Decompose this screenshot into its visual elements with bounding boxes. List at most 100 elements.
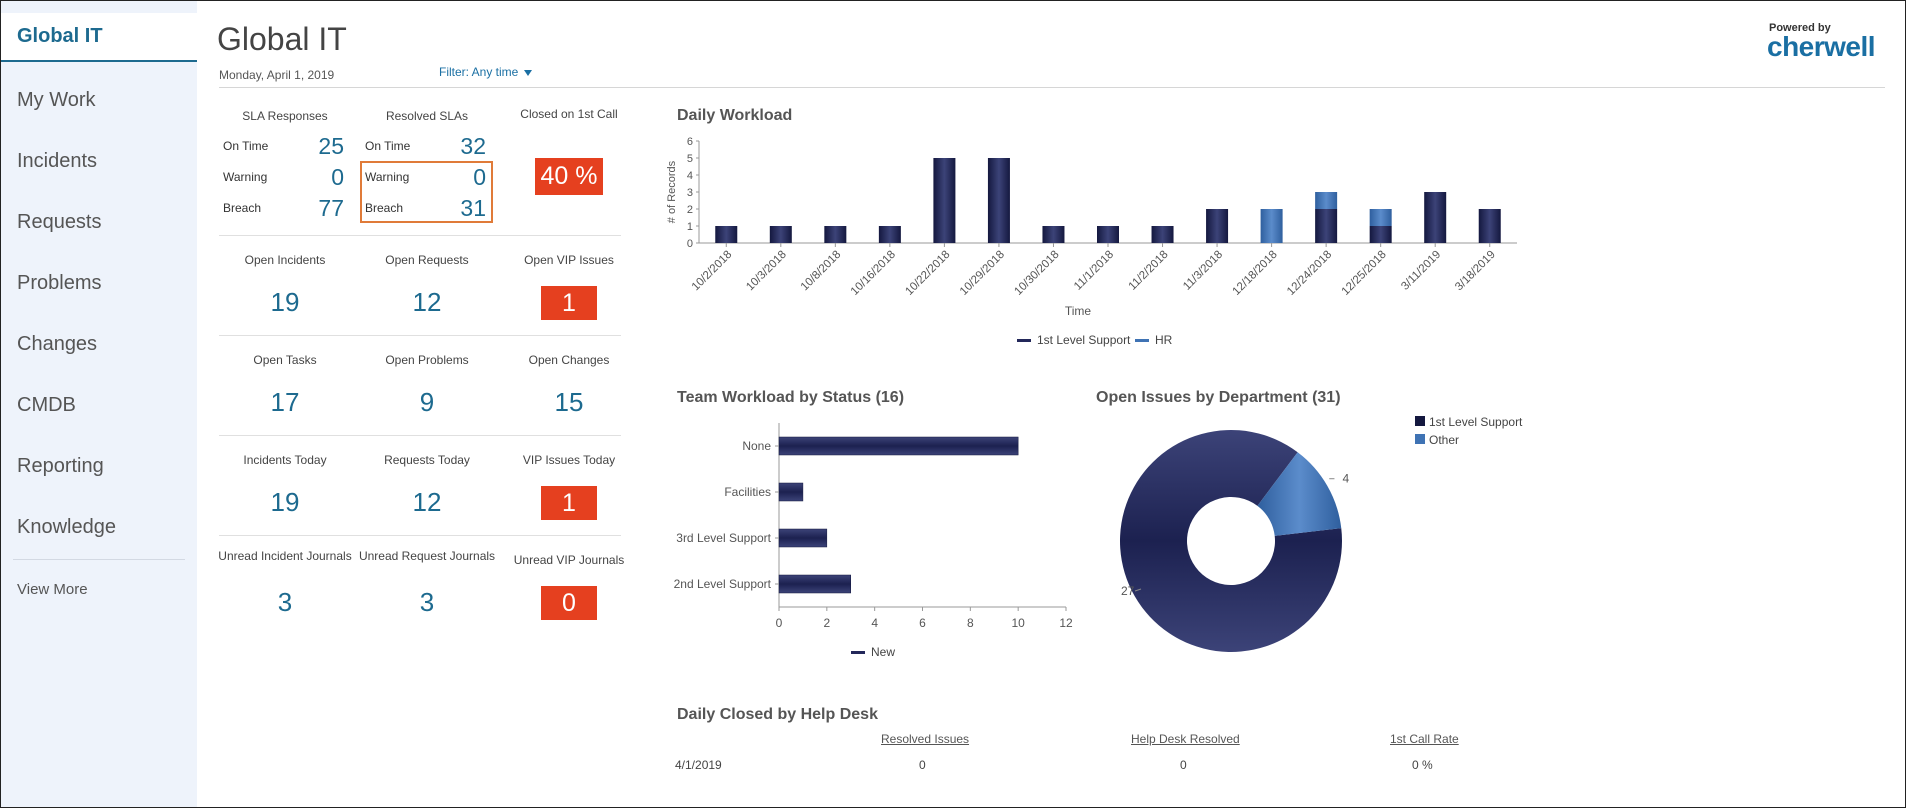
table-cell-resolved: 0 [919, 758, 926, 772]
sidebar-item-global-it[interactable]: Global IT [1, 13, 197, 62]
metric-value[interactable]: 12 [412, 287, 442, 317]
x-tick-label: 12/25/2018 [1340, 249, 1389, 298]
open-issues-title: Open Issues by Department (31) [1096, 389, 1341, 406]
x-tick-label: 12/24/2018 [1285, 249, 1334, 298]
sidebar-item-reporting[interactable]: Reporting [17, 455, 104, 477]
data-label-leader [1134, 588, 1142, 592]
x-tick-label: 11/1/2018 [1072, 249, 1116, 293]
bar-1st-level-support [824, 226, 847, 243]
sla-responses-warning[interactable]: 0 [331, 164, 344, 190]
bar-1st-level-support [878, 226, 901, 243]
sidebar-item-requests[interactable]: Requests [17, 211, 102, 233]
grid-divider [219, 335, 621, 336]
metric-value[interactable]: 19 [270, 287, 300, 317]
sla-row-label: On Time [365, 139, 411, 153]
data-label-1st-level-support: 27 [1121, 584, 1135, 598]
closed-first-call-value[interactable]: 40 % [535, 158, 603, 195]
metric-label: Incidents Today [243, 453, 327, 467]
bar-1st-level-support [1369, 226, 1392, 243]
open-issues-chart: 4 27 1st Level Support Other [1120, 415, 1523, 652]
y-tick-label: 1 [687, 221, 693, 233]
x-axis-label: Time [1065, 304, 1092, 318]
sla-row-label: Warning [365, 170, 410, 184]
y-tick-label: Facilities [724, 485, 771, 499]
sidebar-item-my-work[interactable]: My Work [17, 89, 96, 111]
metric-label: Open Requests [385, 253, 469, 267]
sidebar-item-changes[interactable]: Changes [17, 333, 98, 355]
legend-label: 1st Level Support [1037, 333, 1131, 347]
x-tick-label: 3/18/2019 [1453, 249, 1498, 294]
bar-1st-level-support [1151, 226, 1174, 243]
time-filter-dropdown[interactable]: Filter: Any time [439, 65, 533, 79]
sidebar-item-incidents[interactable]: Incidents [17, 150, 98, 172]
x-tick-label: 12 [1059, 616, 1073, 630]
bar-new [778, 574, 851, 594]
bar-new [778, 436, 1019, 456]
metric-value[interactable]: 3 [277, 587, 293, 617]
bar-hr [1315, 192, 1338, 209]
col-help-desk-resolved[interactable]: Help Desk Resolved [1131, 732, 1240, 746]
x-tick-label: 11/2/2018 [1127, 249, 1171, 293]
y-tick-label: None [742, 439, 771, 453]
legend-swatch [851, 651, 865, 654]
metric-label: Open VIP Issues [524, 253, 614, 267]
metric-value[interactable]: 19 [270, 487, 300, 517]
bar-1st-level-support [1097, 226, 1119, 243]
y-tick-label: 4 [687, 170, 693, 182]
daily-closed-title: Daily Closed by Help Desk [677, 706, 878, 723]
resolved-slas-ontime[interactable]: 32 [460, 133, 486, 159]
legend-swatch [1415, 434, 1425, 444]
table-cell-helpdesk: 0 [1180, 758, 1187, 772]
x-tick-label: 4 [871, 616, 878, 630]
col-resolved-issues[interactable]: Resolved Issues [881, 732, 970, 746]
x-tick-label: 10/2/2018 [690, 249, 735, 294]
sidebar-item-problems[interactable]: Problems [17, 272, 102, 294]
sla-responses-breach[interactable]: 77 [318, 195, 344, 221]
legend-swatch [1017, 339, 1031, 342]
metric-label: Open Changes [528, 353, 610, 367]
metric-value[interactable]: 15 [554, 387, 584, 417]
page-title: Global IT [217, 21, 347, 57]
metric-alert-value[interactable]: 1 [541, 486, 597, 520]
metric-value[interactable]: 9 [419, 387, 435, 417]
metric-value[interactable]: 12 [412, 487, 442, 517]
x-tick-label: 10/8/2018 [799, 249, 844, 294]
sla-responses-ontime[interactable]: 25 [318, 133, 344, 159]
powered-by-text: Powered by [1769, 22, 1831, 34]
resolved-slas-breach[interactable]: 31 [460, 195, 486, 221]
grid-divider [219, 535, 621, 536]
metric-value[interactable]: 3 [419, 587, 435, 617]
x-tick-label: 10/29/2018 [958, 249, 1007, 298]
legend-label: HR [1155, 333, 1173, 347]
bar-1st-level-support [1206, 209, 1229, 243]
metric-value[interactable]: 17 [270, 387, 300, 417]
metric-alert-value[interactable]: 1 [541, 286, 597, 320]
legend-swatch [1135, 339, 1149, 342]
metric-label: Open Incidents [244, 253, 326, 267]
resolved-slas-warning[interactable]: 0 [473, 164, 486, 190]
metric-alert-value[interactable]: 0 [541, 586, 597, 620]
sidebar-item-cmdb[interactable]: CMDB [17, 394, 76, 416]
y-tick-label: 2nd Level Support [674, 577, 772, 591]
metric-label: Unread VIP Journals [513, 553, 625, 567]
caret-down-icon [524, 69, 533, 76]
sidebar-divider [13, 559, 185, 560]
y-tick-label: 5 [687, 153, 693, 165]
daily-workload-title: Daily Workload [677, 107, 793, 124]
grid-divider [219, 235, 621, 236]
bar-1st-level-support [715, 226, 738, 243]
sla-row-label: Breach [223, 201, 262, 215]
sla-responses-label: SLA Responses [242, 109, 328, 123]
bar-1st-level-support [769, 226, 792, 243]
bar-new [778, 528, 828, 548]
col-first-call-rate[interactable]: 1st Call Rate [1390, 732, 1459, 746]
sidebar-item-knowledge[interactable]: Knowledge [17, 516, 116, 538]
sidebar-item-label: Global IT [17, 25, 103, 47]
y-tick-label: 0 [687, 238, 693, 250]
metric-label: VIP Issues Today [522, 453, 616, 467]
resolved-slas-label: Resolved SLAs [385, 109, 469, 123]
view-more-link[interactable]: View More [17, 581, 88, 598]
sidebar: Global IT My Work Incidents Requests Pro… [1, 1, 197, 807]
table-row-date: 4/1/2019 [675, 758, 722, 772]
